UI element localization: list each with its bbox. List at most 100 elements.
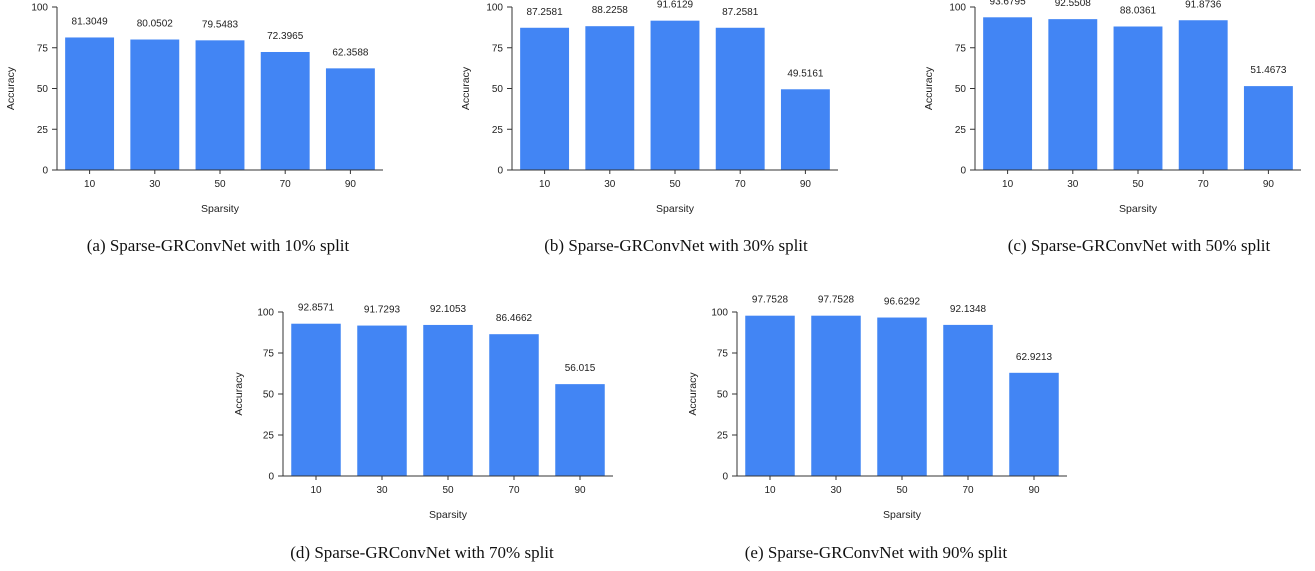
chart-panel-b: 0 25 50 75 100 87.2581 10 88.2258 30 91.6129 50 87.…	[455, 0, 845, 225]
y-tick-label: 0	[268, 472, 274, 483]
y-tick-label: 0	[722, 472, 728, 483]
data-label: 96.6292	[884, 297, 921, 308]
x-axis-title: Sparsity	[883, 509, 922, 521]
data-label: 79.5483	[202, 19, 239, 30]
bar	[520, 27, 570, 170]
bar	[1243, 86, 1293, 170]
y-tick-label: 100	[257, 308, 274, 319]
x-tick-label: 70	[735, 179, 747, 190]
bar	[983, 17, 1033, 171]
y-tick-label: 75	[37, 43, 49, 54]
x-tick-label: 50	[669, 179, 681, 190]
bar	[195, 40, 245, 170]
data-label: 56.015	[565, 363, 596, 374]
bar	[943, 324, 993, 476]
x-axis-title: Sparsity	[656, 203, 695, 215]
x-tick-label: 50	[896, 485, 908, 496]
data-label: 87.2581	[722, 7, 759, 18]
y-tick-label: 25	[955, 125, 967, 136]
y-tick-label: 100	[486, 3, 503, 14]
data-label: 92.8571	[298, 303, 335, 314]
x-axis-title: Sparsity	[1119, 203, 1158, 215]
y-tick-label: 25	[492, 125, 504, 136]
data-label: 81.3049	[72, 16, 109, 27]
y-tick-label: 0	[960, 166, 966, 177]
y-axis-title: Accuracy	[5, 66, 17, 110]
x-tick-label: 10	[310, 485, 322, 496]
y-tick-label: 25	[263, 431, 275, 442]
data-label: 97.7528	[752, 295, 789, 306]
x-tick-label: 90	[1028, 485, 1040, 496]
y-tick-label: 100	[711, 308, 728, 319]
x-tick-label: 70	[1198, 179, 1210, 190]
x-tick-label: 10	[764, 485, 776, 496]
bar-chart: 0 25 50 75 100 92.8571 10 91.7293 30 92.1053 50 86.…	[233, 303, 613, 521]
bar	[715, 27, 765, 170]
bar	[585, 26, 635, 171]
y-tick-label: 75	[263, 349, 275, 360]
caption-b: (b) Sparse-GRConvNet with 30% split	[544, 236, 808, 255]
x-tick-label: 10	[84, 179, 96, 190]
y-tick-label: 25	[717, 431, 729, 442]
x-tick-label: 70	[508, 485, 520, 496]
bar	[130, 39, 180, 170]
x-tick-label: 30	[830, 485, 842, 496]
bar-chart: 0 25 50 75 100 97.7528 10 97.7528 30 96.6292 50 92.…	[687, 295, 1067, 521]
chart-panel-a: 0 25 50 75 100 81.3049 10 80.0502 30 79.5483 50 72.…	[0, 0, 390, 225]
bar-chart: 0 25 50 75 100 81.3049 10 80.0502 30 79.5483 50 72.…	[5, 3, 383, 215]
bar	[745, 315, 795, 476]
y-axis-title: Accuracy	[687, 372, 699, 416]
y-tick-label: 0	[497, 166, 503, 177]
bar-chart: 0 25 50 75 100 93.6795 10 92.5508 30 88.0361 50 91.…	[923, 0, 1301, 215]
x-tick-label: 70	[962, 485, 974, 496]
y-axis-title: Accuracy	[923, 66, 935, 110]
x-tick-label: 30	[149, 179, 161, 190]
data-label: 88.0361	[1120, 6, 1157, 17]
caption-a: (a) Sparse-GRConvNet with 10% split	[86, 236, 350, 255]
data-label: 62.9213	[1016, 352, 1053, 363]
x-tick-label: 90	[345, 179, 357, 190]
data-label: 49.5161	[787, 68, 824, 79]
x-tick-label: 90	[1263, 179, 1275, 190]
bar	[811, 315, 861, 476]
chart-panel-e: 0 25 50 75 100 97.7528 10 97.7528 30 96.6292 50 92.…	[682, 295, 1082, 530]
x-tick-label: 10	[539, 179, 551, 190]
y-tick-label: 50	[492, 84, 504, 95]
bar	[423, 324, 473, 476]
data-label: 92.1348	[950, 304, 987, 315]
y-tick-label: 50	[263, 390, 275, 401]
bar	[325, 68, 375, 170]
x-tick-label: 50	[214, 179, 226, 190]
bar	[489, 334, 539, 476]
bar	[555, 384, 605, 476]
data-label: 88.2258	[592, 5, 629, 16]
x-tick-label: 90	[574, 485, 586, 496]
y-tick-label: 25	[37, 125, 49, 136]
y-tick-label: 0	[42, 166, 48, 177]
x-axis-title: Sparsity	[201, 203, 240, 215]
caption-d: (d) Sparse-GRConvNet with 70% split	[290, 543, 554, 562]
bar	[291, 323, 341, 476]
data-label: 87.2581	[527, 7, 564, 18]
data-label: 91.6129	[657, 0, 694, 11]
y-axis-title: Accuracy	[233, 372, 245, 416]
y-axis-title: Accuracy	[460, 66, 472, 110]
y-tick-label: 100	[31, 3, 48, 14]
x-tick-label: 30	[1067, 179, 1079, 190]
x-tick-label: 90	[800, 179, 812, 190]
data-label: 91.8736	[1185, 0, 1222, 10]
data-label: 92.1053	[430, 304, 467, 315]
y-tick-label: 75	[717, 349, 729, 360]
bar	[1178, 20, 1228, 170]
data-label: 91.7293	[364, 305, 401, 316]
y-tick-label: 50	[37, 84, 49, 95]
bar	[1009, 372, 1059, 476]
data-label: 51.4673	[1250, 65, 1287, 76]
bar	[65, 37, 115, 170]
bar	[877, 317, 927, 476]
chart-panel-d: 0 25 50 75 100 92.8571 10 91.7293 30 92.1053 50 86.…	[228, 300, 628, 530]
x-tick-label: 50	[1132, 179, 1144, 190]
y-tick-label: 100	[949, 3, 966, 14]
x-tick-label: 30	[604, 179, 616, 190]
bar	[650, 20, 700, 170]
